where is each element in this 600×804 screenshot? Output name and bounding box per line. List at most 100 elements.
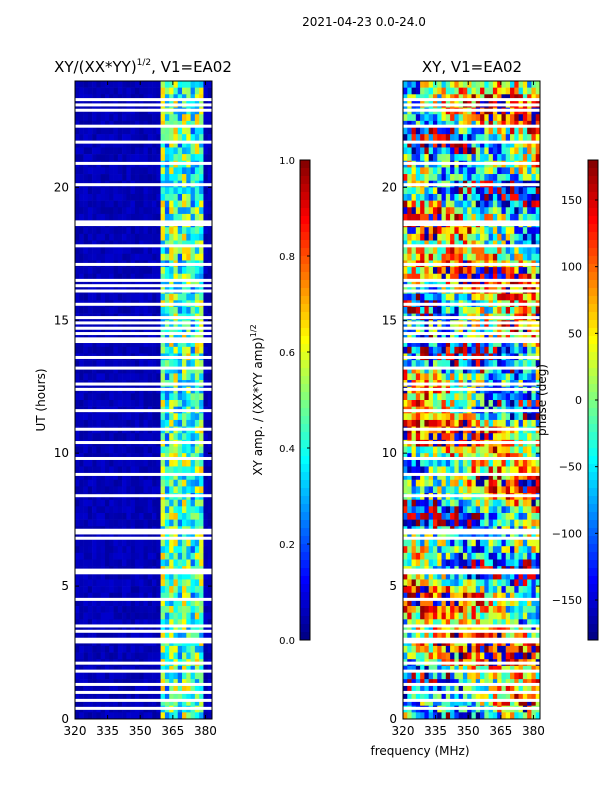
heatmap-cell	[407, 420, 412, 427]
heatmap-cell	[182, 546, 187, 553]
heatmap-cell	[79, 147, 84, 154]
heatmap-cell	[519, 128, 524, 135]
heatmap-cell	[88, 154, 93, 161]
heatmap-cell	[139, 506, 144, 513]
heatmap-cell	[433, 393, 438, 400]
heatmap-cell	[135, 460, 140, 467]
heatmap-cell	[114, 128, 119, 135]
heatmap-cell	[96, 174, 101, 181]
heatmap-cell	[454, 413, 459, 420]
heatmap-cell	[506, 400, 511, 407]
heatmap-cell	[429, 227, 434, 234]
amplitude-colorbar-label-sup: 1/2	[249, 324, 258, 337]
heatmap-cell	[446, 413, 451, 420]
heatmap-cell	[514, 214, 519, 221]
heatmap-cell	[109, 360, 114, 367]
heatmap-cell	[118, 254, 123, 261]
heatmap-cell	[519, 201, 524, 208]
heatmap-cell	[178, 520, 183, 527]
heatmap-cell	[510, 227, 515, 234]
heatmap-cell	[79, 294, 84, 301]
heatmap-cell	[148, 174, 153, 181]
heatmap-cell	[186, 147, 191, 154]
flagged-row	[75, 529, 212, 532]
colorbar-segment	[300, 504, 310, 512]
colorbar-segment	[300, 624, 310, 632]
heatmap-cell	[126, 460, 131, 467]
heatmap-cell	[114, 214, 119, 221]
x-tick-label: 350	[129, 724, 152, 738]
heatmap-cell	[191, 420, 196, 427]
heatmap-cell	[135, 560, 140, 567]
heatmap-cell	[156, 513, 161, 520]
heatmap-cell	[493, 420, 498, 427]
heatmap-cell	[454, 114, 459, 121]
heatmap-cell	[84, 294, 89, 301]
heatmap-cell	[514, 201, 519, 208]
heatmap-cell	[122, 247, 127, 254]
heatmap-cell	[186, 586, 191, 593]
heatmap-cell	[114, 540, 119, 547]
heatmap-cell	[109, 201, 114, 208]
heatmap-cell	[420, 433, 425, 440]
heatmap-cell	[161, 360, 166, 367]
heatmap-cell	[152, 207, 157, 214]
heatmap-cell	[424, 413, 429, 420]
heatmap-cell	[122, 234, 127, 241]
colorbar-segment	[300, 336, 310, 344]
heatmap-cell	[523, 294, 528, 301]
heatmap-cell	[403, 174, 408, 181]
heatmap-cell	[109, 672, 114, 679]
heatmap-cell	[199, 447, 204, 454]
heatmap-cell	[173, 134, 178, 141]
heatmap-cell	[84, 712, 89, 719]
heatmap-cell	[169, 460, 174, 467]
heatmap-cell	[191, 81, 196, 88]
heatmap-cell	[173, 460, 178, 467]
heatmap-cell	[165, 147, 170, 154]
heatmap-cell	[173, 520, 178, 527]
heatmap-cell	[139, 393, 144, 400]
heatmap-cell	[527, 201, 532, 208]
heatmap-cell	[173, 154, 178, 161]
heatmap-cell	[476, 214, 481, 221]
heatmap-cell	[195, 88, 200, 95]
heatmap-cell	[84, 267, 89, 274]
heatmap-cell	[84, 466, 89, 473]
heatmap-cell	[88, 466, 93, 473]
heatmap-cell	[433, 420, 438, 427]
heatmap-cell	[118, 579, 123, 586]
heatmap-cell	[169, 254, 174, 261]
heatmap-cell	[403, 234, 408, 241]
heatmap-cell	[173, 128, 178, 135]
heatmap-cell	[450, 400, 455, 407]
heatmap-cell	[497, 147, 502, 154]
heatmap-cell	[199, 712, 204, 719]
heatmap-cell	[429, 393, 434, 400]
heatmap-cell	[506, 254, 511, 261]
heatmap-cell	[446, 154, 451, 161]
heatmap-cell	[472, 393, 477, 400]
heatmap-cell	[476, 433, 481, 440]
heatmap-cell	[75, 653, 80, 660]
heatmap-cell	[75, 373, 80, 380]
heatmap-cell	[144, 712, 149, 719]
heatmap-cell	[88, 506, 93, 513]
heatmap-cell	[519, 194, 524, 201]
heatmap-cell	[88, 653, 93, 660]
heatmap-cell	[148, 413, 153, 420]
heatmap-cell	[178, 147, 183, 154]
heatmap-cell	[497, 167, 502, 174]
flagged-row	[75, 316, 212, 319]
heatmap-cell	[169, 207, 174, 214]
heatmap-cell	[139, 400, 144, 407]
heatmap-cell	[467, 373, 472, 380]
heatmap-cell	[403, 214, 408, 221]
heatmap-cell	[182, 147, 187, 154]
heatmap-cell	[459, 214, 464, 221]
heatmap-cell	[501, 201, 506, 208]
heatmap-cell	[118, 420, 123, 427]
heatmap-cell	[480, 154, 485, 161]
heatmap-cell	[195, 500, 200, 507]
heatmap-cell	[84, 520, 89, 527]
